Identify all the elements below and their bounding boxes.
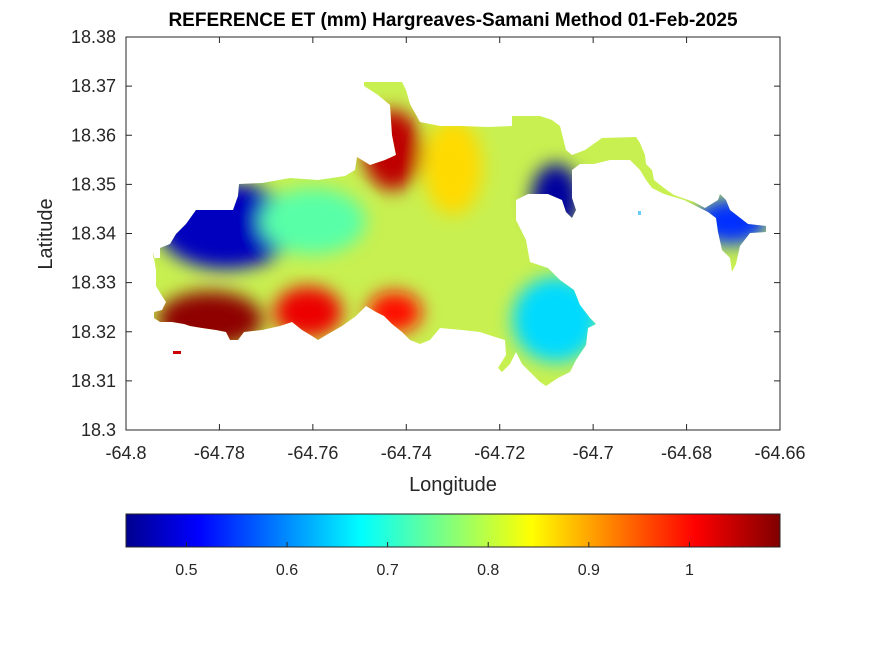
x-tick-label: -64.66 bbox=[754, 443, 805, 463]
colorbar-tick-label: 0.9 bbox=[578, 562, 600, 579]
islet-mark bbox=[173, 351, 181, 354]
colorbar-tick-label: 0.5 bbox=[175, 562, 197, 579]
y-tick-label: 18.38 bbox=[71, 27, 116, 47]
y-axis-ticks: 18.3 18.31 18.32 18.33 18.34 18.35 18.36 18.37 1… bbox=[71, 27, 780, 440]
chart-title: REFERENCE ET (mm) Hargreaves-Samani Meth… bbox=[168, 10, 738, 31]
colorbar-ticks: 0.5 0.6 0.7 0.8 0.9 1 bbox=[175, 542, 694, 579]
islet-mark bbox=[638, 211, 641, 215]
x-tick-label: -64.8 bbox=[105, 443, 146, 463]
x-tick-label: -64.72 bbox=[474, 443, 525, 463]
x-tick-label: -64.78 bbox=[194, 443, 245, 463]
y-tick-label: 18.35 bbox=[71, 174, 116, 194]
y-tick-label: 18.34 bbox=[71, 224, 116, 244]
y-axis-label: Latitude bbox=[35, 198, 57, 269]
y-tick-label: 18.31 bbox=[71, 371, 116, 391]
x-tick-label: -64.74 bbox=[381, 443, 432, 463]
x-axis-label: Longitude bbox=[409, 474, 497, 496]
x-tick-label: -64.7 bbox=[573, 443, 614, 463]
y-tick-label: 18.36 bbox=[71, 125, 116, 145]
y-tick-label: 18.32 bbox=[71, 322, 116, 342]
heatmap-region-mid-high bbox=[423, 119, 483, 215]
x-axis-ticks: -64.8 -64.78 -64.76 -64.74 -64.72 -64.7 -64.68… bbox=[105, 37, 806, 463]
x-tick-label: -64.76 bbox=[287, 443, 338, 463]
colorbar-tick-label: 0.6 bbox=[276, 562, 298, 579]
y-tick-label: 18.37 bbox=[71, 76, 116, 96]
y-tick-label: 18.3 bbox=[81, 420, 116, 440]
colorbar-tick-label: 0.7 bbox=[376, 562, 398, 579]
colorbar-tick-label: 1 bbox=[685, 562, 694, 579]
colorbar bbox=[125, 513, 781, 548]
x-tick-label: -64.68 bbox=[661, 443, 712, 463]
colorbar-tick-label: 0.8 bbox=[477, 562, 499, 579]
y-tick-label: 18.33 bbox=[71, 273, 116, 293]
heatmap-region-mid bbox=[260, 188, 366, 255]
